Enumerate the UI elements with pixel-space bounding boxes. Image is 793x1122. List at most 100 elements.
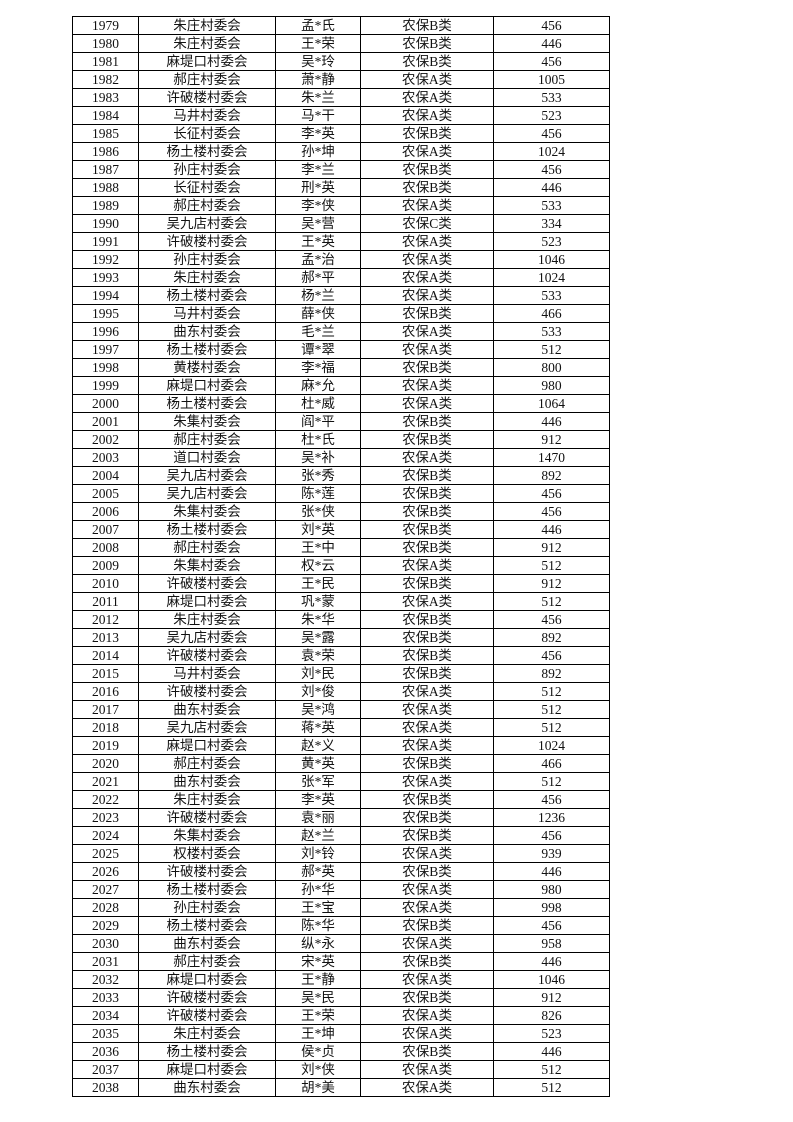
table-row: 2016 许破楼村委会 刘*俊 农保A类 512	[72, 682, 610, 701]
row-number-cell: 2017	[72, 700, 139, 719]
row-number-cell: 2037	[72, 1060, 139, 1079]
amount-cell: 1005	[493, 70, 610, 89]
person-name-cell: 权*云	[275, 556, 361, 575]
person-name-cell: 王*坤	[275, 1024, 361, 1043]
table-row: 1998 黄楼村委会 李*福 农保B类 800	[72, 358, 610, 377]
insurance-category-cell: 农保A类	[360, 268, 494, 287]
person-name-cell: 阎*平	[275, 412, 361, 431]
table-row: 2027 杨土楼村委会 孙*华 农保A类 980	[72, 880, 610, 899]
amount-cell: 456	[493, 790, 610, 809]
row-number-cell: 2005	[72, 484, 139, 503]
amount-cell: 1470	[493, 448, 610, 467]
person-name-cell: 孟*氏	[275, 16, 361, 35]
amount-cell: 1024	[493, 142, 610, 161]
amount-cell: 466	[493, 754, 610, 773]
table-row: 1993 朱庄村委会 郝*平 农保A类 1024	[72, 268, 610, 287]
records-table: 1979 朱庄村委会 孟*氏 农保B类 456 1980 朱庄村委会 王*荣 农保B类 446 19…	[72, 16, 610, 1097]
person-name-cell: 谭*翠	[275, 340, 361, 359]
amount-cell: 446	[493, 520, 610, 539]
row-number-cell: 1991	[72, 232, 139, 251]
person-name-cell: 巩*蒙	[275, 592, 361, 611]
person-name-cell: 王*静	[275, 970, 361, 989]
person-name-cell: 吴*补	[275, 448, 361, 467]
table-row: 2026 许破楼村委会 郝*英 农保B类 446	[72, 862, 610, 881]
amount-cell: 446	[493, 178, 610, 197]
row-number-cell: 1998	[72, 358, 139, 377]
table-row: 2024 朱集村委会 赵*兰 农保B类 456	[72, 826, 610, 845]
insurance-category-cell: 农保B类	[360, 430, 494, 449]
insurance-category-cell: 农保A类	[360, 196, 494, 215]
village-committee-cell: 长征村委会	[138, 178, 276, 197]
insurance-category-cell: 农保A类	[360, 682, 494, 701]
person-name-cell: 孙*坤	[275, 142, 361, 161]
amount-cell: 826	[493, 1006, 610, 1025]
amount-cell: 466	[493, 304, 610, 323]
row-number-cell: 2038	[72, 1078, 139, 1097]
person-name-cell: 李*兰	[275, 160, 361, 179]
person-name-cell: 李*英	[275, 124, 361, 143]
village-committee-cell: 吴九店村委会	[138, 484, 276, 503]
person-name-cell: 李*侠	[275, 196, 361, 215]
amount-cell: 512	[493, 592, 610, 611]
row-number-cell: 1988	[72, 178, 139, 197]
table-row: 2018 吴九店村委会 蒋*英 农保A类 512	[72, 718, 610, 737]
insurance-category-cell: 农保B类	[360, 628, 494, 647]
insurance-category-cell: 农保B类	[360, 466, 494, 485]
row-number-cell: 1983	[72, 88, 139, 107]
row-number-cell: 2036	[72, 1042, 139, 1061]
amount-cell: 456	[493, 502, 610, 521]
person-name-cell: 朱*兰	[275, 88, 361, 107]
person-name-cell: 马*干	[275, 106, 361, 125]
row-number-cell: 2018	[72, 718, 139, 737]
person-name-cell: 刘*侠	[275, 1060, 361, 1079]
village-committee-cell: 黄楼村委会	[138, 358, 276, 377]
person-name-cell: 胡*美	[275, 1078, 361, 1097]
insurance-category-cell: 农保B类	[360, 52, 494, 71]
row-number-cell: 2014	[72, 646, 139, 665]
row-number-cell: 2007	[72, 520, 139, 539]
insurance-category-cell: 农保B类	[360, 160, 494, 179]
table-row: 2031 郝庄村委会 宋*英 农保B类 446	[72, 952, 610, 971]
insurance-category-cell: 农保A类	[360, 1060, 494, 1079]
row-number-cell: 2008	[72, 538, 139, 557]
table-row: 2029 杨土楼村委会 陈*华 农保B类 456	[72, 916, 610, 935]
insurance-category-cell: 农保A类	[360, 934, 494, 953]
person-name-cell: 刘*俊	[275, 682, 361, 701]
row-number-cell: 1986	[72, 142, 139, 161]
insurance-category-cell: 农保A类	[360, 592, 494, 611]
person-name-cell: 王*民	[275, 574, 361, 593]
table-row: 2014 许破楼村委会 袁*荣 农保B类 456	[72, 646, 610, 665]
village-committee-cell: 许破楼村委会	[138, 682, 276, 701]
amount-cell: 446	[493, 952, 610, 971]
person-name-cell: 纵*永	[275, 934, 361, 953]
village-committee-cell: 麻堤口村委会	[138, 52, 276, 71]
insurance-category-cell: 农保A类	[360, 88, 494, 107]
amount-cell: 1064	[493, 394, 610, 413]
amount-cell: 512	[493, 718, 610, 737]
insurance-category-cell: 农保A类	[360, 340, 494, 359]
table-row: 2022 朱庄村委会 李*英 农保B类 456	[72, 790, 610, 809]
village-committee-cell: 杨土楼村委会	[138, 916, 276, 935]
person-name-cell: 吴*民	[275, 988, 361, 1007]
person-name-cell: 王*中	[275, 538, 361, 557]
table-row: 2020 郝庄村委会 黄*英 农保B类 466	[72, 754, 610, 773]
village-committee-cell: 吴九店村委会	[138, 214, 276, 233]
amount-cell: 533	[493, 322, 610, 341]
person-name-cell: 郝*英	[275, 862, 361, 881]
insurance-category-cell: 农保C类	[360, 214, 494, 233]
amount-cell: 1236	[493, 808, 610, 827]
row-number-cell: 2015	[72, 664, 139, 683]
amount-cell: 958	[493, 934, 610, 953]
amount-cell: 980	[493, 880, 610, 899]
village-committee-cell: 郝庄村委会	[138, 430, 276, 449]
table-row: 1995 马井村委会 薛*侠 农保B类 466	[72, 304, 610, 323]
person-name-cell: 刑*英	[275, 178, 361, 197]
row-number-cell: 1995	[72, 304, 139, 323]
person-name-cell: 袁*荣	[275, 646, 361, 665]
insurance-category-cell: 农保B类	[360, 124, 494, 143]
amount-cell: 512	[493, 682, 610, 701]
table-row: 1987 孙庄村委会 李*兰 农保B类 456	[72, 160, 610, 179]
amount-cell: 800	[493, 358, 610, 377]
amount-cell: 456	[493, 160, 610, 179]
person-name-cell: 杨*兰	[275, 286, 361, 305]
